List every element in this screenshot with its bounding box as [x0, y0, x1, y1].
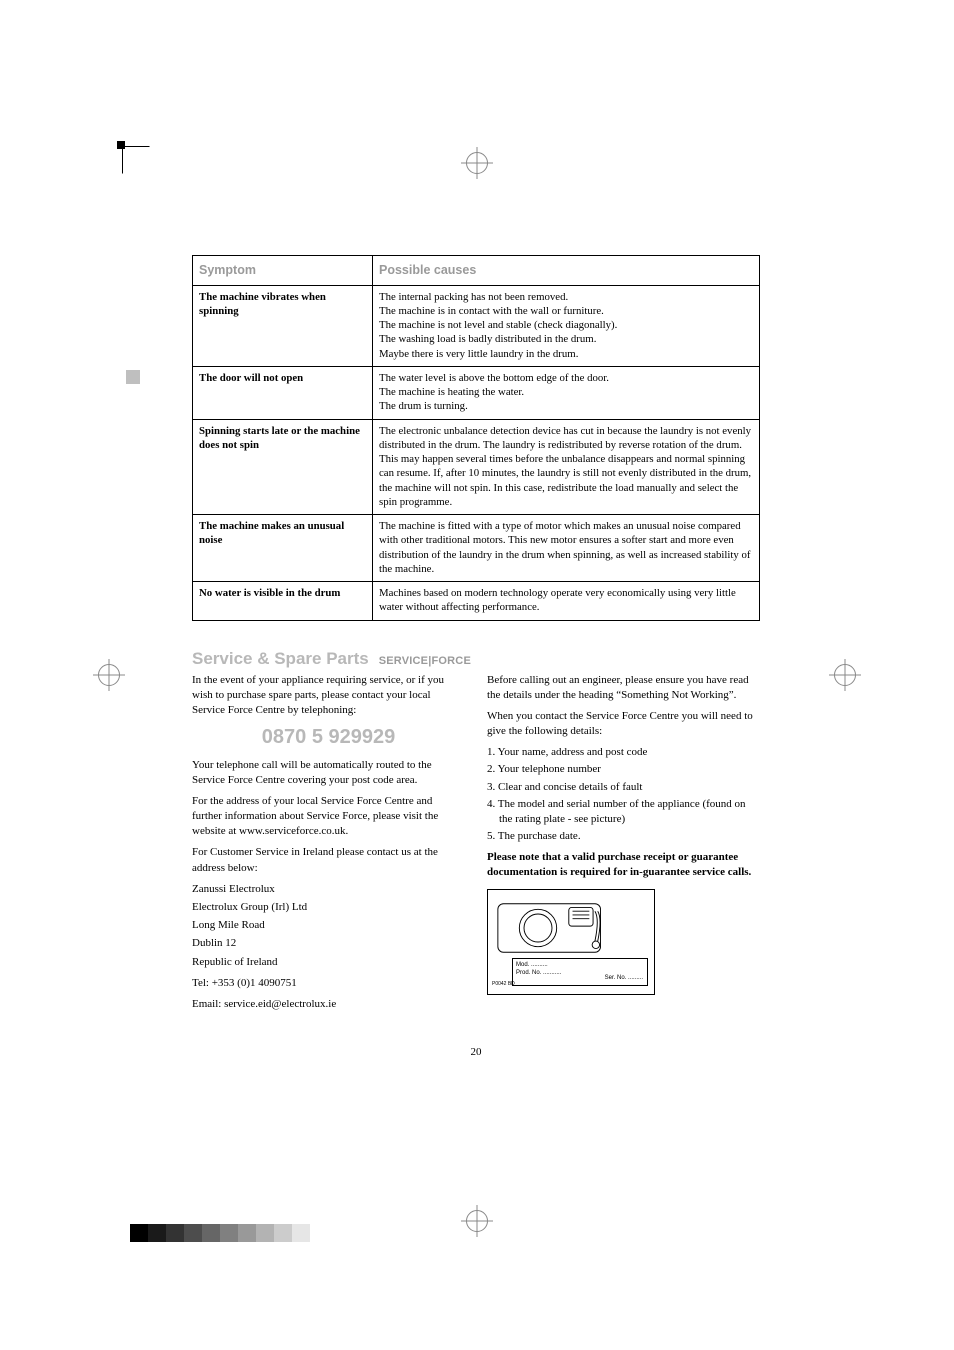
symptom-cell: No water is visible in the drum [193, 582, 373, 621]
addr-line: Republic of Ireland [192, 955, 465, 970]
crop-mark-tl [122, 146, 150, 174]
th-symptom: Symptom [193, 256, 373, 286]
routed-text: Your telephone call will be automaticall… [192, 758, 465, 788]
cause-cell: The internal packing has not been remove… [373, 285, 760, 366]
before-call-text: Before calling out an engineer, please e… [487, 673, 760, 703]
addr-line: Long Mile Road [192, 918, 465, 933]
note-text: Please note that a valid purchase receip… [487, 850, 760, 880]
when-contact-text: When you contact the Service Force Centr… [487, 709, 760, 739]
serviceforce-logo: SERVICE|FORCE [379, 655, 471, 667]
label-box: Mod. .......... Prod. No. ........... Se… [512, 958, 648, 986]
symptom-cell: The machine vibrates when spinning [193, 285, 373, 366]
address-block: Zanussi Electrolux Electrolux Group (Irl… [192, 882, 465, 970]
table-row: Spinning starts late or the machine does… [193, 419, 760, 515]
detail-item: 4. The model and serial number of the ap… [487, 797, 760, 827]
right-column: Before calling out an engineer, please e… [487, 673, 760, 1019]
tel-line: Tel: +353 (0)1 4090751 [192, 976, 465, 991]
grey-swatch [130, 1224, 148, 1242]
grey-swatch [292, 1224, 310, 1242]
symptom-cell: The door will not open [193, 366, 373, 419]
table-row: The machine makes an unusual noiseThe ma… [193, 515, 760, 582]
symptom-cell: The machine makes an unusual noise [193, 515, 373, 582]
page-number: 20 [471, 1046, 482, 1058]
detail-item: 3. Clear and concise details of fault [487, 780, 760, 795]
table-row: No water is visible in the drumMachines … [193, 582, 760, 621]
troubleshooting-table: Symptom Possible causes The machine vibr… [192, 255, 760, 621]
registration-mark-top [466, 152, 488, 174]
detail-item: 5. The purchase date. [487, 829, 760, 844]
left-column: In the event of your appliance requiring… [192, 673, 465, 1019]
plate-mod: Mod. .......... [516, 961, 644, 969]
addr-line: Electrolux Group (Irl) Ltd [192, 900, 465, 915]
addr-line: Dublin 12 [192, 936, 465, 951]
website-text: For the address of your local Service Fo… [192, 794, 465, 840]
details-list: 1. Your name, address and post code 2. Y… [487, 745, 760, 844]
table-row: The door will not openThe water level is… [193, 366, 760, 419]
plate-corner: P0042 BD [492, 981, 515, 988]
grey-swatch [256, 1224, 274, 1242]
cause-cell: The electronic unbalance detection devic… [373, 419, 760, 515]
side-square [126, 370, 140, 384]
grey-swatch [220, 1224, 238, 1242]
grey-swatch [166, 1224, 184, 1242]
registration-mark-left [98, 664, 120, 686]
addr-line: Zanussi Electrolux [192, 882, 465, 897]
grey-swatch [238, 1224, 256, 1242]
registration-mark-right [834, 664, 856, 686]
th-cause: Possible causes [373, 256, 760, 286]
plate-ser: Ser. No. ......... [605, 974, 643, 982]
greyscale-bar [130, 1224, 310, 1242]
grey-swatch [148, 1224, 166, 1242]
detail-item: 2. Your telephone number [487, 762, 760, 777]
email-line: Email: service.eid@electrolux.ie [192, 997, 465, 1012]
section-title: Service & Spare Parts [192, 649, 369, 669]
cause-cell: Machines based on modern technology oper… [373, 582, 760, 621]
page-content: Symptom Possible causes The machine vibr… [192, 255, 760, 1018]
rating-plate-diagram: Mod. .......... Prod. No. ........... Se… [487, 889, 655, 995]
phone-number: 0870 5 929929 [192, 724, 465, 752]
detail-item: 1. Your name, address and post code [487, 745, 760, 760]
grey-swatch [202, 1224, 220, 1242]
cause-cell: The machine is fitted with a type of mot… [373, 515, 760, 582]
intro-text: In the event of your appliance requiring… [192, 673, 465, 719]
registration-mark-bottom [466, 1210, 488, 1232]
symptom-cell: Spinning starts late or the machine does… [193, 419, 373, 515]
appliance-icon [496, 900, 608, 956]
cause-cell: The water level is above the bottom edge… [373, 366, 760, 419]
grey-swatch [274, 1224, 292, 1242]
table-row: The machine vibrates when spinningThe in… [193, 285, 760, 366]
grey-swatch [184, 1224, 202, 1242]
ireland-intro: For Customer Service in Ireland please c… [192, 845, 465, 875]
